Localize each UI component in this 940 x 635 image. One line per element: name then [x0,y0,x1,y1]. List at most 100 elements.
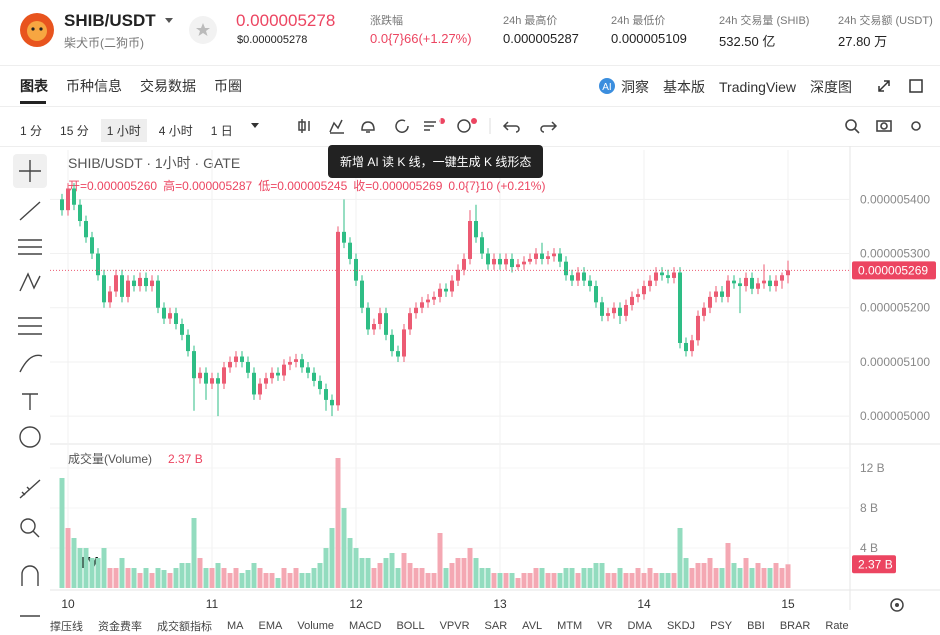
stat-value: 0.000005109 [611,31,687,46]
candle-body [252,372,256,395]
indicator[interactable]: DMA [627,620,652,632]
candle-body [516,264,520,268]
drawing-tools[interactable] [0,146,50,635]
price: 0.000005278 [236,11,336,30]
tab[interactable]: 深度图 [810,79,853,95]
indicator[interactable]: BBI [747,620,765,632]
interval[interactable]: 1 分 [20,124,43,138]
last-price-tag [852,261,936,280]
indicator[interactable]: 撑压线 [50,621,83,633]
candle-body [738,283,742,287]
candle-body [102,275,106,303]
tab[interactable]: 基本版 [663,79,705,95]
volume-value: 2.37 B [168,452,203,466]
interval[interactable]: 4 小时 [158,124,193,138]
volume-bar [221,568,227,588]
indicator[interactable]: MTM [557,620,583,632]
volume-bar [77,548,83,588]
volume-bar [173,568,179,588]
volume-bar [629,573,635,588]
x-tick-label: 14 [637,597,651,611]
indicator[interactable]: MACD [349,620,382,632]
candle-body [720,291,724,297]
volume-bar [179,563,185,588]
indicator[interactable]: MA [227,620,244,632]
volume-bar [521,573,527,588]
volume-bar [215,563,221,588]
volume-bar [653,573,659,588]
volume-bar [587,568,593,588]
stat-label: 24h 交易量 (SHIB) [719,15,810,27]
volume-bar [689,568,695,588]
volume-bar [119,558,125,588]
coin-name: 柴犬币(二狗币) [64,36,144,50]
volume-bar [263,573,269,588]
y-tick-label: 8 B [860,501,878,515]
symbol[interactable]: SHIB/USDT [64,11,156,30]
interval[interactable]: 1 小时 [100,119,147,142]
indicators: 撑压线 资金费率 成交额指标 MA EMA Volume MACD BOLL VPVR SAR AV… [50,618,864,634]
indicator[interactable]: AVL [522,620,543,632]
indicator[interactable]: Volume [297,620,335,632]
volume-bar [101,548,107,588]
window-icons[interactable] [876,78,936,94]
candle-body [66,188,70,211]
candle-body [534,253,538,259]
settings[interactable] [888,596,906,614]
indicator[interactable]: Rate [825,620,849,632]
right-tabs: 洞察 基本版 TradingView 深度图 [621,77,866,97]
indicator[interactable]: VR [597,620,613,632]
tab[interactable]: 币圈 [214,78,242,94]
dropdown[interactable] [164,17,174,25]
last-volume-tag [852,555,896,574]
indicator[interactable]: BRAR [779,620,811,632]
indicator[interactable]: SKDJ [666,620,696,632]
tab[interactable]: 洞察 [621,79,649,95]
candle-body [222,367,226,384]
chart-title: SHIB/USDT · 1小时 · GATE [68,155,240,171]
tab[interactable]: TradingView [719,79,797,95]
volume-bar [779,568,785,588]
candle-body [762,280,766,284]
candle-body [90,237,94,254]
candle-body [504,258,508,265]
indicator[interactable]: 成交额指标 [157,621,212,633]
volume-bar [461,558,467,588]
indicator[interactable]: EMA [258,620,283,632]
candle-body [564,261,568,276]
candle-body [780,275,784,281]
candle-body [576,272,580,281]
candle-body [234,356,238,362]
y-tick-label: 4 B [860,541,878,555]
tab[interactable]: 图表 [20,78,48,94]
candle-body [204,372,208,384]
indicator[interactable]: 资金费率 [98,621,142,633]
divider [0,106,940,107]
dropdown[interactable] [250,122,260,130]
candle-body [72,188,76,205]
indicator[interactable]: SAR [484,620,508,632]
tab[interactable]: 币种信息 [66,78,122,94]
volume-bar [107,568,113,588]
volume-bar [749,568,755,588]
volume-bar [515,578,521,588]
favorite[interactable] [188,15,218,45]
coin-logo [20,13,54,47]
indicator[interactable]: PSY [710,620,733,632]
tab[interactable]: 交易数据 [140,78,196,94]
volume-bar [425,573,431,588]
indicator[interactable]: BOLL [396,620,425,632]
interval[interactable]: 15 分 [60,124,89,138]
volume-bar [647,568,653,588]
volume-bar [479,568,485,588]
volume-bar [245,570,251,588]
toolbar-icons[interactable] [290,114,560,138]
candle-body [276,372,280,376]
candle-body [150,280,154,287]
tool-icons-right[interactable] [840,115,930,137]
candle-body [654,272,658,281]
volume-bar [197,558,203,588]
interval[interactable]: 1 日 [210,124,233,138]
indicator[interactable]: VPVR [439,620,470,632]
